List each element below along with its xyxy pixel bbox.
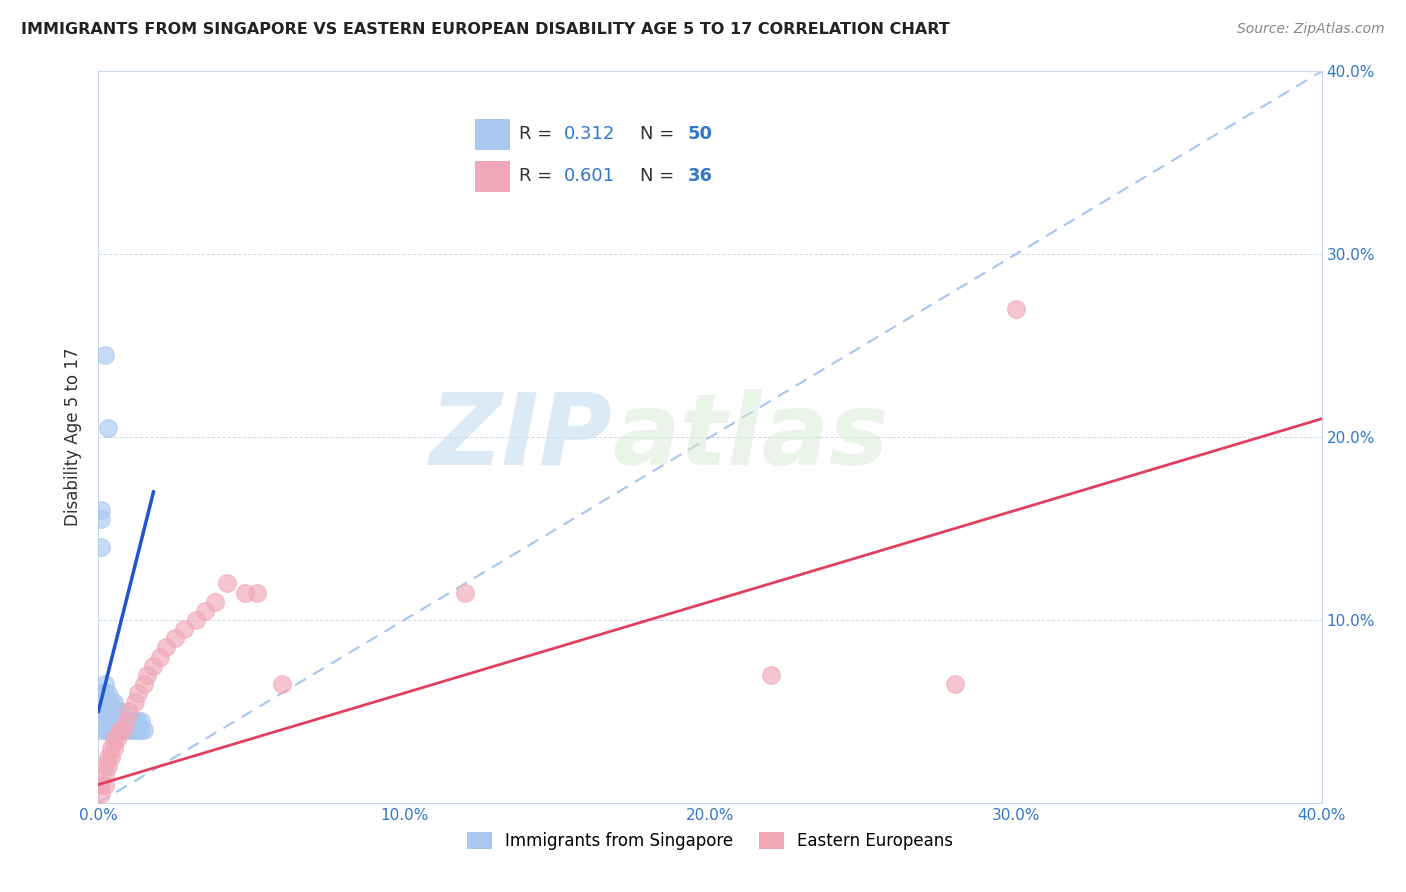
Point bbox=[90, 503, 112, 517]
Point bbox=[124, 695, 146, 709]
Point bbox=[93, 686, 115, 700]
Point bbox=[103, 714, 125, 728]
Point bbox=[186, 613, 208, 627]
Point bbox=[90, 787, 112, 801]
Point bbox=[93, 723, 115, 737]
Point bbox=[127, 723, 149, 737]
Point bbox=[103, 705, 125, 719]
Point bbox=[90, 705, 112, 719]
Y-axis label: Disability Age 5 to 17: Disability Age 5 to 17 bbox=[65, 348, 83, 526]
Point bbox=[194, 604, 217, 618]
Point bbox=[149, 649, 172, 664]
Point bbox=[163, 632, 186, 646]
Point bbox=[121, 714, 143, 728]
Point bbox=[105, 714, 128, 728]
Point bbox=[127, 686, 149, 700]
Point bbox=[118, 714, 141, 728]
Point bbox=[111, 723, 134, 737]
Point bbox=[90, 723, 112, 737]
Point bbox=[93, 714, 115, 728]
Point bbox=[93, 677, 115, 691]
Point bbox=[124, 723, 146, 737]
Point bbox=[115, 723, 138, 737]
Point bbox=[105, 705, 128, 719]
Text: ZIP: ZIP bbox=[429, 389, 612, 485]
Point bbox=[103, 731, 125, 746]
Point bbox=[97, 686, 120, 700]
Point bbox=[121, 723, 143, 737]
Point bbox=[100, 750, 122, 764]
Point bbox=[129, 714, 152, 728]
Point bbox=[103, 723, 125, 737]
Point bbox=[136, 667, 159, 681]
Point bbox=[173, 622, 195, 636]
Point bbox=[100, 723, 122, 737]
Point bbox=[215, 576, 238, 591]
Point bbox=[100, 714, 122, 728]
Point bbox=[97, 705, 120, 719]
Point bbox=[134, 723, 156, 737]
Point bbox=[115, 714, 138, 728]
Point bbox=[155, 640, 177, 655]
Text: Source: ZipAtlas.com: Source: ZipAtlas.com bbox=[1237, 22, 1385, 37]
Point bbox=[124, 714, 146, 728]
Point bbox=[90, 778, 112, 792]
Point bbox=[108, 723, 131, 737]
Point bbox=[118, 705, 141, 719]
Point bbox=[108, 705, 131, 719]
Point bbox=[100, 740, 122, 755]
Point bbox=[233, 585, 256, 599]
Point bbox=[129, 723, 152, 737]
Point bbox=[97, 723, 120, 737]
Text: atlas: atlas bbox=[612, 389, 889, 485]
Point bbox=[204, 594, 226, 608]
Point bbox=[93, 759, 115, 773]
Point bbox=[115, 714, 138, 728]
Point bbox=[93, 768, 115, 782]
Point bbox=[111, 723, 134, 737]
Point bbox=[270, 677, 292, 691]
Point bbox=[1004, 301, 1026, 317]
Point bbox=[142, 658, 165, 673]
Point bbox=[90, 695, 112, 709]
Point bbox=[111, 714, 134, 728]
Point bbox=[90, 540, 112, 554]
Point bbox=[134, 677, 156, 691]
Point bbox=[127, 714, 149, 728]
Point bbox=[97, 714, 120, 728]
Point bbox=[108, 714, 131, 728]
Point bbox=[105, 723, 128, 737]
Point bbox=[97, 421, 120, 435]
Point bbox=[759, 667, 782, 681]
Point bbox=[943, 677, 966, 691]
Point bbox=[97, 759, 120, 773]
Legend: Immigrants from Singapore, Eastern Europeans: Immigrants from Singapore, Eastern Europ… bbox=[461, 825, 959, 856]
Point bbox=[93, 695, 115, 709]
Point bbox=[100, 705, 122, 719]
Point bbox=[103, 695, 125, 709]
Point bbox=[246, 585, 269, 599]
Point bbox=[108, 723, 131, 737]
Point bbox=[105, 731, 128, 746]
Point bbox=[93, 705, 115, 719]
Point bbox=[90, 512, 112, 526]
Text: IMMIGRANTS FROM SINGAPORE VS EASTERN EUROPEAN DISABILITY AGE 5 TO 17 CORRELATION: IMMIGRANTS FROM SINGAPORE VS EASTERN EUR… bbox=[21, 22, 950, 37]
Point bbox=[93, 778, 115, 792]
Point bbox=[103, 740, 125, 755]
Point bbox=[90, 686, 112, 700]
Point bbox=[97, 750, 120, 764]
Point bbox=[97, 695, 120, 709]
Point bbox=[100, 695, 122, 709]
Point bbox=[454, 585, 477, 599]
Point bbox=[90, 714, 112, 728]
Point bbox=[93, 348, 115, 362]
Point bbox=[118, 723, 141, 737]
